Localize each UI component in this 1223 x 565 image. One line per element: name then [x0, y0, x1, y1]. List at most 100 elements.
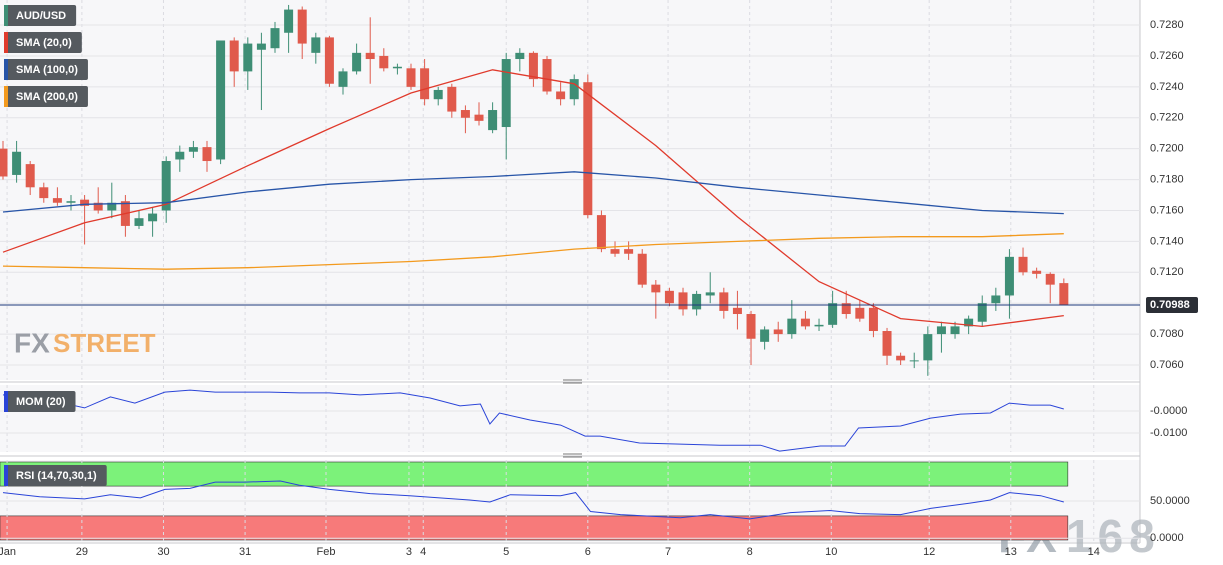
- legend-label: MOM (20): [16, 396, 66, 408]
- candle-body: [773, 329, 783, 335]
- mom-panel: [0, 385, 1140, 452]
- panel-grip[interactable]: [563, 453, 582, 458]
- line-series: [2, 480, 1064, 520]
- logo-street: STREET: [53, 328, 156, 358]
- y-tick-label: 0.0000: [1150, 532, 1184, 544]
- x-tick-label: 14: [1088, 546, 1100, 558]
- candle-body: [787, 318, 797, 335]
- y-tick-label: 0.7120: [1150, 266, 1184, 278]
- y-tick-label: 0.7260: [1150, 50, 1184, 62]
- candle-body: [39, 187, 49, 199]
- candle-body: [814, 324, 824, 327]
- legend-box: [4, 5, 77, 26]
- candle-body: [379, 55, 389, 69]
- line-series: [2, 69, 1064, 328]
- y-tick-label: -0.0000: [1150, 405, 1187, 417]
- line-series: [2, 389, 1064, 452]
- y-tick-label: 0.7220: [1150, 112, 1184, 124]
- candle-body: [93, 202, 103, 211]
- x-tick-label: 13: [1005, 546, 1017, 558]
- legend-box: [4, 86, 88, 107]
- candle-body: [719, 292, 729, 311]
- x-tick-label: 6: [585, 546, 591, 558]
- candle-body: [964, 318, 974, 327]
- main-panel: [0, 0, 1140, 380]
- x-tick-label: 8: [747, 546, 753, 558]
- legend-swatch: [4, 59, 8, 80]
- legend-box: [4, 391, 76, 412]
- y-tick-label: 0.7180: [1150, 173, 1184, 185]
- legend-item: AUD/USD: [4, 5, 77, 26]
- candle-body: [1018, 256, 1028, 273]
- level-band: [0, 515, 1069, 541]
- candle-body: [338, 71, 348, 87]
- candle-body: [161, 161, 171, 211]
- panel-grip[interactable]: [563, 379, 582, 384]
- candle-body: [216, 40, 226, 160]
- candle-body: [188, 147, 198, 152]
- candle-body: [923, 334, 933, 361]
- legend-item: SMA (200,0): [4, 86, 88, 107]
- x-tick-label: 5: [503, 546, 509, 558]
- candle-body: [501, 59, 511, 128]
- candle-body: [1032, 270, 1042, 274]
- candle-body: [148, 213, 158, 222]
- candle-body: [896, 355, 906, 361]
- legend-label: AUD/USD: [16, 10, 66, 22]
- legend-box: [4, 59, 88, 80]
- candle-body: [256, 43, 266, 50]
- x-tick-label: 10: [825, 546, 837, 558]
- y-tick-label: 0.7160: [1150, 204, 1184, 216]
- candle-body: [12, 151, 22, 175]
- legend-swatch: [4, 465, 8, 486]
- candle-body: [596, 215, 606, 250]
- logo-fx: FX: [14, 327, 50, 358]
- legend-label: SMA (200,0): [16, 91, 78, 103]
- y-tick-label: 0.7200: [1150, 143, 1184, 155]
- watermark-num: 168: [1066, 510, 1161, 562]
- candle-body: [66, 201, 76, 203]
- x-tick-label: 4: [420, 546, 426, 558]
- legend-item: MOM (20): [4, 391, 76, 412]
- candle-body: [515, 52, 525, 60]
- legend-box: [4, 32, 82, 53]
- line-series: [2, 171, 1064, 215]
- candle-body: [392, 66, 402, 69]
- x-tick-label: 7: [665, 546, 671, 558]
- candle-body: [311, 37, 321, 53]
- line-series: [2, 233, 1064, 270]
- x-tick-label: 30: [157, 546, 169, 558]
- legend-label: RSI (14,70,30,1): [16, 470, 97, 482]
- candle-body: [828, 303, 838, 325]
- candle-body: [80, 199, 90, 206]
- candle-body: [352, 52, 362, 72]
- candle-body: [406, 68, 416, 87]
- candle-body: [868, 307, 878, 332]
- legend-item: SMA (20,0): [4, 32, 82, 53]
- candle-body: [447, 86, 457, 112]
- candle-body: [202, 147, 212, 162]
- x-tick-label: Feb: [317, 546, 336, 558]
- candle-body: [637, 253, 647, 285]
- candle-body: [841, 303, 851, 315]
- y-tick-label: -0.0100: [1150, 427, 1187, 439]
- candle-body: [488, 110, 498, 131]
- price-label: 0.70988: [1150, 299, 1190, 311]
- legend-item: RSI (14,70,30,1): [4, 465, 107, 486]
- candle-body: [1059, 283, 1069, 305]
- candle-body: [936, 326, 946, 335]
- candle-body: [1004, 256, 1014, 296]
- candle-body: [324, 37, 334, 84]
- candle-body: [297, 9, 307, 44]
- x-tick-label: 31: [239, 546, 251, 558]
- candle-body: [583, 82, 593, 216]
- candle-body: [760, 329, 770, 342]
- candle-body: [991, 295, 1001, 304]
- price-label-box: [1146, 297, 1198, 314]
- candle-body: [542, 59, 552, 92]
- candle-body: [25, 164, 35, 188]
- candle-body: [610, 249, 620, 254]
- candle-body: [365, 52, 375, 60]
